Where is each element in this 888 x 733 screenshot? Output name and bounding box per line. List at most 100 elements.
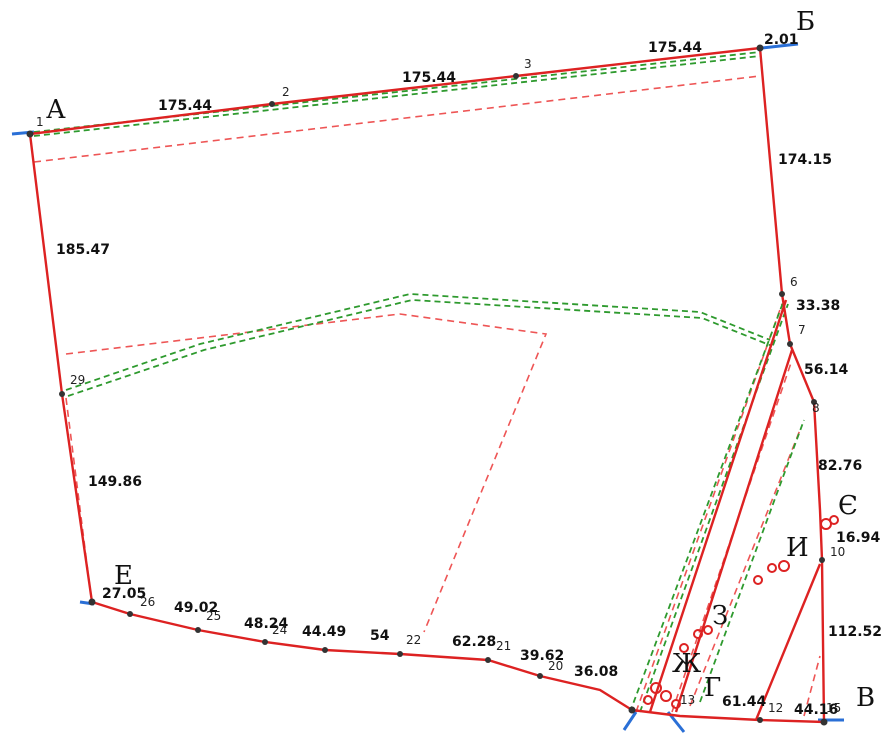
pt-label-7: 7	[798, 323, 806, 337]
cluster-i	[778, 560, 790, 572]
inner-line-2	[674, 349, 794, 713]
pt-label-13: 13	[680, 693, 695, 707]
boundary	[28, 46, 826, 724]
pt-label-20: 20	[548, 659, 563, 673]
pt-label-21: 21	[496, 639, 511, 653]
green-top-b	[33, 55, 761, 137]
inner-line-1	[648, 299, 788, 713]
seg-bottom-54: 54	[370, 628, 390, 644]
seg-top-corner: 2.01	[764, 32, 799, 48]
dash-right-short	[803, 655, 821, 717]
green-diag-1	[629, 299, 785, 713]
corner-label-z: З	[712, 601, 728, 631]
cluster-i-3	[753, 575, 763, 585]
dash-diag-3	[689, 429, 801, 707]
vertex-20	[537, 673, 543, 679]
seg-bottom-15: 44.16	[794, 702, 838, 718]
vertex-22	[397, 651, 403, 657]
corner-label-a: А	[46, 95, 66, 125]
seg-bottom-27: 27.05	[102, 586, 146, 602]
seg-right-lower: 112.52	[828, 624, 882, 640]
cluster-g	[650, 682, 662, 694]
vertex-23	[322, 647, 328, 653]
vertex-1	[26, 130, 34, 138]
pt-label-2: 2	[282, 85, 290, 99]
vertex-2	[269, 101, 275, 107]
segment-labels: 175.44 175.44 175.44 2.01 185.47 149.86 …	[56, 32, 882, 718]
cluster-g-2	[660, 690, 672, 702]
green-diag-2	[639, 303, 789, 713]
vertex-3	[513, 73, 519, 79]
vertex-24	[262, 639, 268, 645]
vertices	[26, 44, 828, 726]
cluster-i-2	[767, 563, 777, 573]
seg-bottom-24: 48.24	[244, 616, 289, 632]
seg-top-left: 175.44	[158, 98, 212, 114]
corner-label-v: В	[856, 683, 875, 713]
corner-label-zh: Ж	[672, 649, 701, 679]
point-labels: 1 2 3 6 7 8 10 12 15 20 21 22 24 25 26 2…	[36, 57, 845, 715]
vertex-7	[787, 341, 793, 347]
pt-label-10: 10	[830, 545, 845, 559]
cluster-ye-2	[829, 515, 839, 525]
seg-bottom-19: 36.08	[574, 664, 618, 680]
seg-bottom-21: 62.28	[452, 634, 496, 650]
seg-bottom-12: 61.44	[722, 694, 767, 710]
vertex-8	[811, 399, 817, 405]
seg-right-8-9: 82.76	[818, 458, 862, 474]
outer-boundary	[28, 46, 826, 724]
pt-label-3: 3	[524, 57, 532, 71]
dash-top-inner	[33, 75, 761, 163]
seg-bottom-23: 44.49	[302, 624, 346, 640]
pt-label-29: 29	[70, 373, 85, 387]
pt-label-6: 6	[790, 275, 798, 289]
vertex-21	[485, 657, 491, 663]
vertex-26	[127, 611, 133, 617]
pt-label-26: 26	[140, 595, 155, 609]
seg-left-upper: 185.47	[56, 242, 110, 258]
seg-top-right: 175.44	[648, 40, 702, 56]
vertex-v	[820, 718, 828, 726]
vertex-6	[779, 291, 785, 297]
dash-inner-polygon	[65, 313, 548, 633]
pt-label-25: 25	[206, 609, 221, 623]
green-curve-b	[67, 299, 773, 397]
seg-right-7-8: 56.14	[804, 362, 849, 378]
cluster-z-2	[693, 629, 703, 639]
vertex-g	[628, 706, 636, 714]
vertex-12	[757, 717, 763, 723]
seg-right-6-7: 33.38	[796, 298, 840, 314]
seg-top-mid: 175.44	[402, 70, 456, 86]
seg-bottom-25: 49.02	[174, 600, 218, 616]
seg-right-ye: 16.94	[836, 530, 881, 546]
corner-label-i: И	[786, 533, 809, 563]
green-curve-a	[65, 293, 771, 391]
pt-label-15: 15	[826, 701, 841, 715]
seg-left-lower: 149.86	[88, 474, 142, 490]
tick-g1	[622, 711, 638, 731]
cluster-z	[703, 625, 713, 635]
vertex-10	[819, 557, 825, 563]
corner-label-ye: Є	[838, 491, 858, 521]
tick-b	[761, 42, 799, 50]
cluster-g-4	[671, 699, 681, 709]
vertex-29	[59, 391, 65, 397]
corner-label-g: Г	[704, 673, 721, 703]
seg-right-upper: 174.15	[778, 152, 832, 168]
cluster-zh	[679, 643, 689, 653]
pt-label-24: 24	[272, 623, 287, 637]
pt-label-8: 8	[812, 401, 820, 415]
point-clusters	[643, 515, 839, 709]
vertex-b	[756, 44, 764, 52]
seg-bottom-20: 39.62	[520, 648, 564, 664]
cluster-g-3	[643, 695, 653, 705]
corner-label-b: Б	[796, 7, 815, 37]
inner-line-3	[754, 563, 822, 721]
corner-label-e: Е	[114, 561, 133, 591]
corner-labels: А Б В Г Е Є Ж З И	[46, 7, 875, 713]
green-diag-3	[699, 419, 805, 703]
pt-label-1: 1	[36, 115, 44, 129]
vertex-25	[195, 627, 201, 633]
pt-label-12: 12	[768, 701, 783, 715]
